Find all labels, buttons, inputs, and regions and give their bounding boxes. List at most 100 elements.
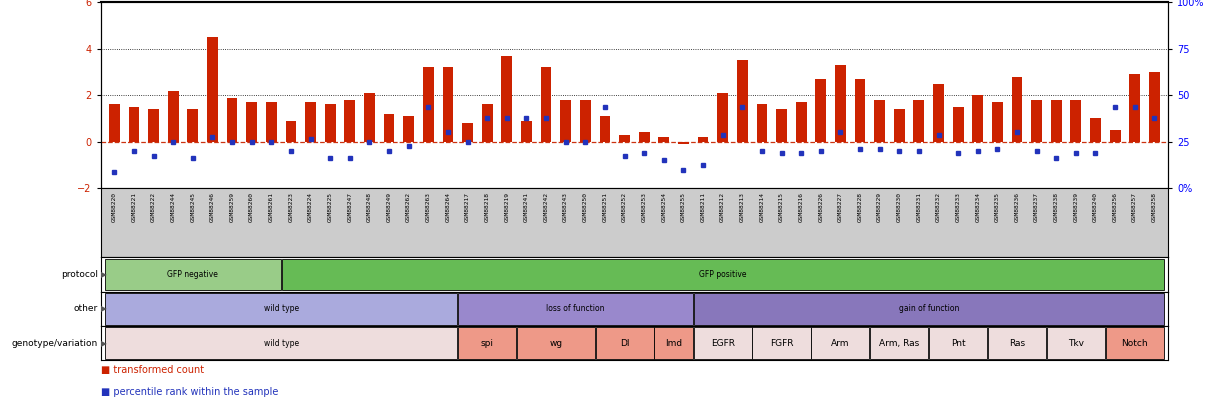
Bar: [482, 104, 492, 142]
Text: GSM88217: GSM88217: [465, 192, 470, 222]
Bar: [991, 102, 1002, 142]
Bar: [929, 327, 988, 359]
Text: GSM88227: GSM88227: [838, 192, 843, 222]
Text: GSM88264: GSM88264: [445, 192, 450, 222]
Text: GSM88244: GSM88244: [171, 192, 175, 222]
Bar: [737, 60, 747, 142]
Text: GSM88229: GSM88229: [877, 192, 882, 222]
Text: Arm, Ras: Arm, Ras: [879, 339, 919, 348]
Bar: [325, 104, 336, 142]
Text: GSM88231: GSM88231: [917, 192, 921, 222]
Text: wg: wg: [550, 339, 562, 348]
Text: GSM88247: GSM88247: [347, 192, 352, 222]
Text: GSM88221: GSM88221: [131, 192, 136, 222]
Text: GSM88243: GSM88243: [563, 192, 568, 222]
Text: GSM88228: GSM88228: [858, 192, 863, 222]
Bar: [188, 109, 199, 142]
Bar: [1090, 118, 1101, 142]
Text: GSM88237: GSM88237: [1034, 192, 1039, 222]
Bar: [561, 100, 571, 142]
Text: GSM88220: GSM88220: [112, 192, 117, 222]
Text: wild type: wild type: [264, 339, 298, 348]
Text: GSM88226: GSM88226: [818, 192, 823, 222]
Bar: [620, 135, 629, 142]
Text: GSM88215: GSM88215: [779, 192, 784, 222]
Bar: [1050, 100, 1061, 142]
Bar: [1148, 72, 1160, 142]
Text: GSM88233: GSM88233: [956, 192, 961, 222]
Bar: [286, 121, 297, 142]
Bar: [1109, 130, 1120, 142]
Text: EGFR: EGFR: [710, 339, 735, 348]
Bar: [266, 102, 277, 142]
Text: GSM88258: GSM88258: [1152, 192, 1157, 222]
Bar: [639, 132, 649, 142]
Bar: [1047, 327, 1106, 359]
Bar: [109, 104, 120, 142]
Bar: [148, 109, 160, 142]
Text: ▶: ▶: [101, 304, 107, 313]
Bar: [855, 79, 865, 142]
Text: GSM88241: GSM88241: [524, 192, 529, 222]
Bar: [580, 100, 590, 142]
Bar: [168, 91, 179, 142]
Bar: [894, 109, 904, 142]
Bar: [463, 123, 472, 142]
Text: GSM88248: GSM88248: [367, 192, 372, 222]
Bar: [875, 100, 885, 142]
Bar: [404, 116, 413, 142]
Text: GSM88250: GSM88250: [583, 192, 588, 222]
Text: GSM88235: GSM88235: [995, 192, 1000, 222]
Bar: [988, 327, 1047, 359]
Bar: [281, 258, 1163, 290]
Text: GSM88212: GSM88212: [720, 192, 725, 222]
Bar: [106, 293, 458, 325]
Bar: [659, 137, 669, 142]
Text: GSM88263: GSM88263: [426, 192, 431, 222]
Bar: [1106, 327, 1163, 359]
Text: GSM88236: GSM88236: [1015, 192, 1020, 222]
Bar: [752, 327, 811, 359]
Text: GSM88256: GSM88256: [1113, 192, 1118, 222]
Bar: [443, 67, 453, 142]
Text: GSM88255: GSM88255: [681, 192, 686, 222]
Text: FGFR: FGFR: [769, 339, 794, 348]
Text: ■ transformed count: ■ transformed count: [101, 364, 204, 375]
Text: GSM88222: GSM88222: [151, 192, 156, 222]
Text: Arm: Arm: [831, 339, 849, 348]
Bar: [247, 102, 258, 142]
Text: gain of function: gain of function: [898, 304, 958, 313]
Text: GSM88232: GSM88232: [936, 192, 941, 222]
Text: GSM88225: GSM88225: [328, 192, 333, 222]
Text: genotype/variation: genotype/variation: [12, 339, 98, 348]
Text: GSM88219: GSM88219: [504, 192, 509, 222]
Text: Pnt: Pnt: [951, 339, 966, 348]
Bar: [345, 100, 356, 142]
Bar: [458, 327, 517, 359]
Bar: [679, 142, 688, 144]
Bar: [106, 258, 281, 290]
Bar: [364, 93, 374, 142]
Text: GSM88246: GSM88246: [210, 192, 215, 222]
Bar: [777, 109, 787, 142]
Bar: [693, 293, 1163, 325]
Text: Imd: Imd: [665, 339, 682, 348]
Bar: [913, 100, 924, 142]
Text: protocol: protocol: [61, 270, 98, 279]
Text: GSM88218: GSM88218: [485, 192, 490, 222]
Text: GSM88239: GSM88239: [1074, 192, 1079, 222]
Text: GSM88224: GSM88224: [308, 192, 313, 222]
Bar: [106, 327, 458, 359]
Text: GSM88249: GSM88249: [387, 192, 391, 222]
Text: GSM88211: GSM88211: [701, 192, 706, 222]
Bar: [207, 37, 218, 142]
Bar: [952, 107, 963, 142]
Text: GSM88245: GSM88245: [190, 192, 195, 222]
Bar: [693, 327, 752, 359]
Text: wild type: wild type: [264, 304, 298, 313]
Bar: [816, 79, 826, 142]
Text: loss of function: loss of function: [546, 304, 605, 313]
Text: ▶: ▶: [101, 339, 107, 348]
Text: GSM88252: GSM88252: [622, 192, 627, 222]
Bar: [227, 98, 238, 142]
